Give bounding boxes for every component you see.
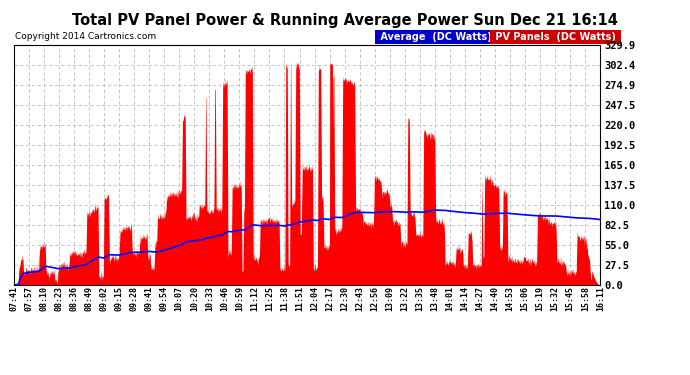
- Text: Average  (DC Watts): Average (DC Watts): [377, 32, 495, 42]
- Text: Copyright 2014 Cartronics.com: Copyright 2014 Cartronics.com: [15, 32, 156, 41]
- Text: Total PV Panel Power & Running Average Power Sun Dec 21 16:14: Total PV Panel Power & Running Average P…: [72, 13, 618, 28]
- Text: PV Panels  (DC Watts): PV Panels (DC Watts): [492, 32, 619, 42]
